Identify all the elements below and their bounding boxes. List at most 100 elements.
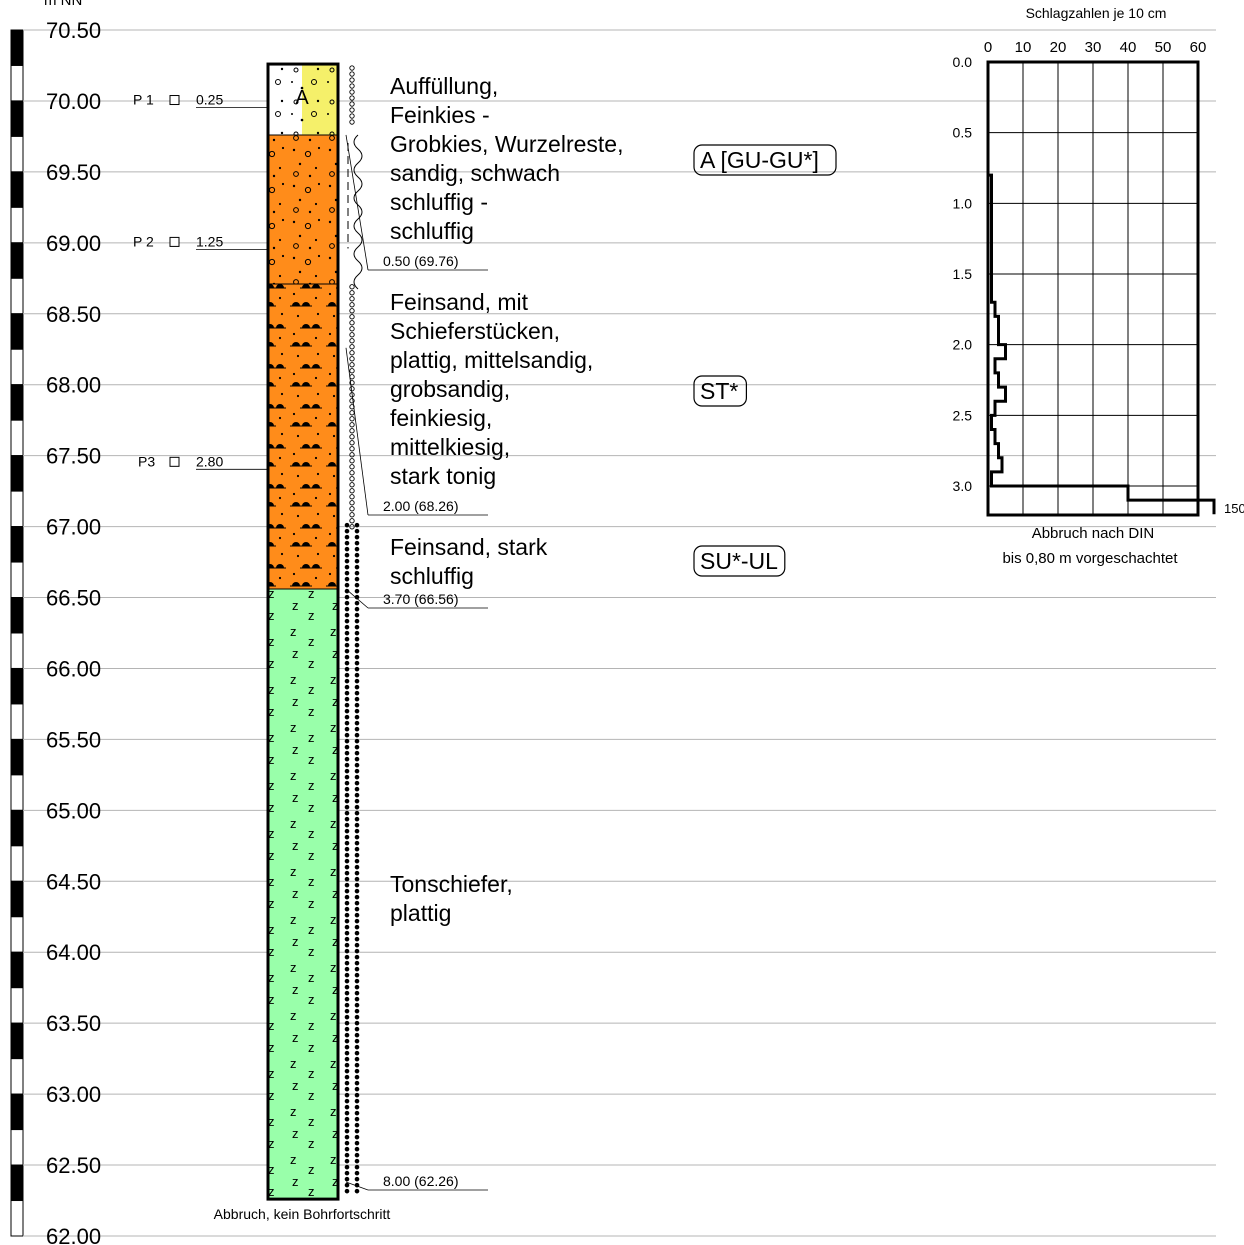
depth-leader-diagonal	[345, 134, 369, 271]
strip-dot	[354, 522, 360, 528]
strip-dot	[344, 1116, 350, 1122]
strip-dot	[344, 756, 350, 762]
strip-dot	[344, 960, 350, 966]
penetration-chart-x-ticks: 0 10 20 30 40 50 60	[984, 39, 1207, 56]
strip-dot	[354, 672, 360, 678]
strip-dot	[354, 654, 360, 660]
strip-dot	[344, 600, 350, 606]
strip-dot	[344, 1014, 350, 1020]
strip-dot	[354, 636, 360, 642]
sample-depth: 0.25	[196, 92, 223, 108]
strip-circle	[349, 518, 355, 524]
elevation-tick-label: 62.50	[46, 1153, 101, 1178]
strip-dot	[354, 612, 360, 618]
scale-bar-segment	[10, 738, 24, 776]
scale-bar-segment	[10, 526, 24, 563]
strip-dot	[354, 564, 360, 570]
penetration-x-tick: 0	[984, 39, 992, 56]
strip-dot	[354, 1128, 360, 1134]
strip-dot	[344, 720, 350, 726]
strip-circle	[349, 500, 355, 506]
strip-circle	[349, 506, 355, 512]
layer-fill-pattern	[268, 64, 338, 135]
strip-dot	[344, 1032, 350, 1038]
strip-dot	[354, 1086, 360, 1092]
elevation-unit-label: m NN	[44, 0, 82, 9]
strip-circle	[349, 428, 355, 434]
strip-circle	[349, 326, 355, 332]
strip-circle	[349, 494, 355, 500]
strip-circle	[349, 71, 355, 77]
strip-dot	[354, 534, 360, 540]
strip-dot	[344, 996, 350, 1002]
strip-dot	[354, 756, 360, 762]
penetration-y-tick: 2.5	[953, 407, 973, 423]
strip-circle	[349, 338, 355, 344]
strip-dot	[354, 762, 360, 768]
strip-dot	[354, 936, 360, 942]
strip-dot	[344, 1134, 350, 1140]
strip-dot	[344, 726, 350, 732]
strip-circle	[349, 440, 355, 446]
soil-class-box	[693, 144, 837, 176]
penetration-y-tick: 2.0	[953, 337, 973, 353]
strip-dot	[354, 1026, 360, 1032]
strip-dot	[344, 1074, 350, 1080]
strip-dot	[354, 732, 360, 738]
strip-circle	[349, 374, 355, 380]
strip-dot	[344, 1062, 350, 1068]
strip-dot	[354, 882, 360, 888]
strip-dot	[354, 1014, 360, 1020]
strip-dot	[354, 894, 360, 900]
scale-bar-segment	[10, 1093, 24, 1131]
elevation-tick-label: 70.00	[46, 89, 101, 114]
strip-dot	[354, 1140, 360, 1146]
strip-dot	[354, 528, 360, 534]
strip-dot	[344, 834, 350, 840]
strip-dot	[354, 540, 360, 546]
strip-dot	[344, 1164, 350, 1170]
strip-dot	[354, 888, 360, 894]
elevation-tick-label: 65.50	[46, 727, 101, 752]
strip-dot	[344, 1182, 350, 1188]
strip-circle	[349, 113, 355, 119]
strip-dot	[344, 774, 350, 780]
strip-dot	[354, 948, 360, 954]
elevation-tick-label: 63.00	[46, 1082, 101, 1107]
strip-dot	[344, 606, 350, 612]
strip-circle	[349, 308, 355, 314]
strip-dot	[354, 786, 360, 792]
scale-bar-segment	[10, 916, 24, 953]
strip-dot	[344, 894, 350, 900]
strip-dot	[354, 1158, 360, 1164]
strip-dot	[344, 1188, 350, 1194]
strip-dot	[354, 1104, 360, 1110]
strip-dot	[354, 1074, 360, 1080]
strip-circle	[349, 416, 355, 422]
scale-bar-segment	[10, 987, 24, 1024]
strip-dot	[354, 1020, 360, 1026]
strip-dot	[344, 636, 350, 642]
elevation-tick-label: 64.50	[46, 869, 101, 894]
strip-dot	[354, 660, 360, 666]
description-line: Tonschiefer,	[390, 871, 513, 897]
strip-dot	[354, 900, 360, 906]
strip-dot	[344, 876, 350, 882]
strip-dot	[354, 558, 360, 564]
penetration-chart-title: Schlagzahlen je 10 cm	[1026, 5, 1167, 21]
scale-bar-segment	[10, 171, 24, 208]
strip-dot	[344, 798, 350, 804]
strip-dot	[344, 570, 350, 576]
consistency-symbol-strip	[344, 65, 363, 1194]
strip-dot	[354, 834, 360, 840]
column-bottom-note: Abbruch, kein Bohrfortschritt	[214, 1206, 391, 1222]
strip-dot	[354, 1068, 360, 1074]
strip-dot	[344, 564, 350, 570]
description-line: Feinsand, stark	[390, 534, 548, 560]
strip-dot	[344, 666, 350, 672]
strip-dot	[344, 1050, 350, 1056]
sample-name: P 1	[133, 92, 154, 108]
strip-dot	[344, 816, 350, 822]
strip-dot	[344, 630, 350, 636]
depth-leader-diagonal	[345, 588, 369, 609]
